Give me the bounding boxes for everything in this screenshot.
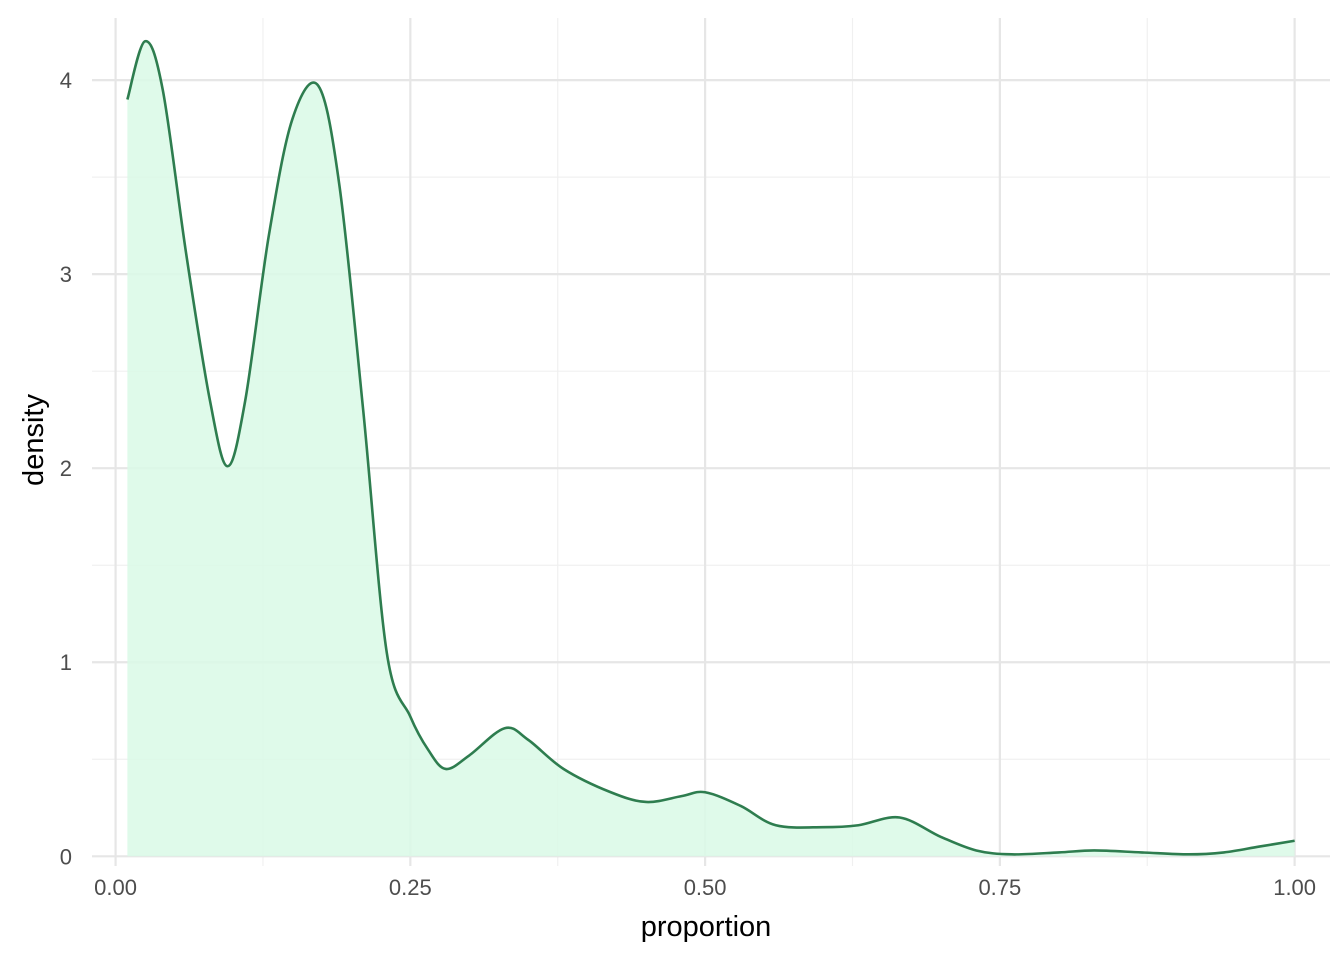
- x-axis-title: proportion: [641, 911, 772, 943]
- x-tick-label: 0.25: [389, 875, 432, 900]
- y-tick-label: 1: [60, 650, 72, 675]
- y-tick-label: 2: [60, 456, 72, 481]
- x-tick-label: 0.50: [684, 875, 727, 900]
- density-line: [126, 39, 1295, 856]
- x-axis-tick-labels: 0.00 0.25 0.50 0.75 1.00: [94, 875, 1316, 900]
- y-tick-label: 0: [60, 844, 72, 869]
- x-tick-label: 1.00: [1273, 875, 1316, 900]
- x-tick-label: 0.75: [978, 875, 1021, 900]
- y-tick-label: 3: [60, 262, 72, 287]
- density-area: [127, 41, 1295, 857]
- y-axis-title: density: [18, 394, 50, 486]
- x-tick-label: 0.00: [94, 875, 137, 900]
- y-axis-tick-labels: 0 1 2 3 4: [60, 68, 72, 869]
- y-tick-label: 4: [60, 68, 72, 93]
